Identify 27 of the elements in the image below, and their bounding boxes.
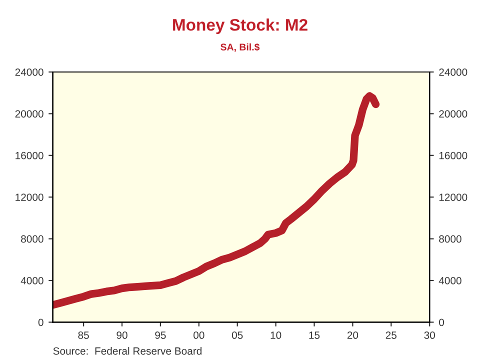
x-tick-label: 95 xyxy=(155,332,166,339)
chart-subtitle: SA, Bil.$ xyxy=(220,43,260,52)
y2-tick-label: 20000 xyxy=(439,110,468,118)
y-tick-label: 16000 xyxy=(16,152,44,160)
y2-tick-label: 16000 xyxy=(439,152,468,160)
y2-tick-label: 24000 xyxy=(439,68,468,76)
x-tick-label: 00 xyxy=(194,332,204,339)
y2-tick-label: 8000 xyxy=(439,235,462,243)
y2-tick-label: 12000 xyxy=(439,194,468,201)
y-tick-label: 24000 xyxy=(15,68,44,76)
source-note: Source: Federal Reserve Board xyxy=(53,347,202,355)
x-tick-label: 05 xyxy=(232,332,243,339)
y-tick-label: 20000 xyxy=(15,110,44,118)
x-tick-label: 90 xyxy=(116,332,128,339)
y-tick-label: 4000 xyxy=(20,277,44,284)
chart-title: Money Stock: M2 xyxy=(173,18,308,34)
x-tick-label: 20 xyxy=(347,332,358,339)
x-tick-label: 25 xyxy=(386,332,397,339)
y-tick-label: 12000 xyxy=(16,194,44,201)
y2-tick-label: 0 xyxy=(439,318,444,326)
y2-tick-label: 4000 xyxy=(438,277,462,284)
y-tick-label: 8000 xyxy=(21,235,44,243)
x-tick-label: 85 xyxy=(78,332,89,339)
x-tick-label: 30 xyxy=(424,332,435,339)
x-tick-label: 10 xyxy=(270,332,282,339)
x-tick-label: 15 xyxy=(309,332,320,339)
y-tick-label: 0 xyxy=(38,318,44,326)
